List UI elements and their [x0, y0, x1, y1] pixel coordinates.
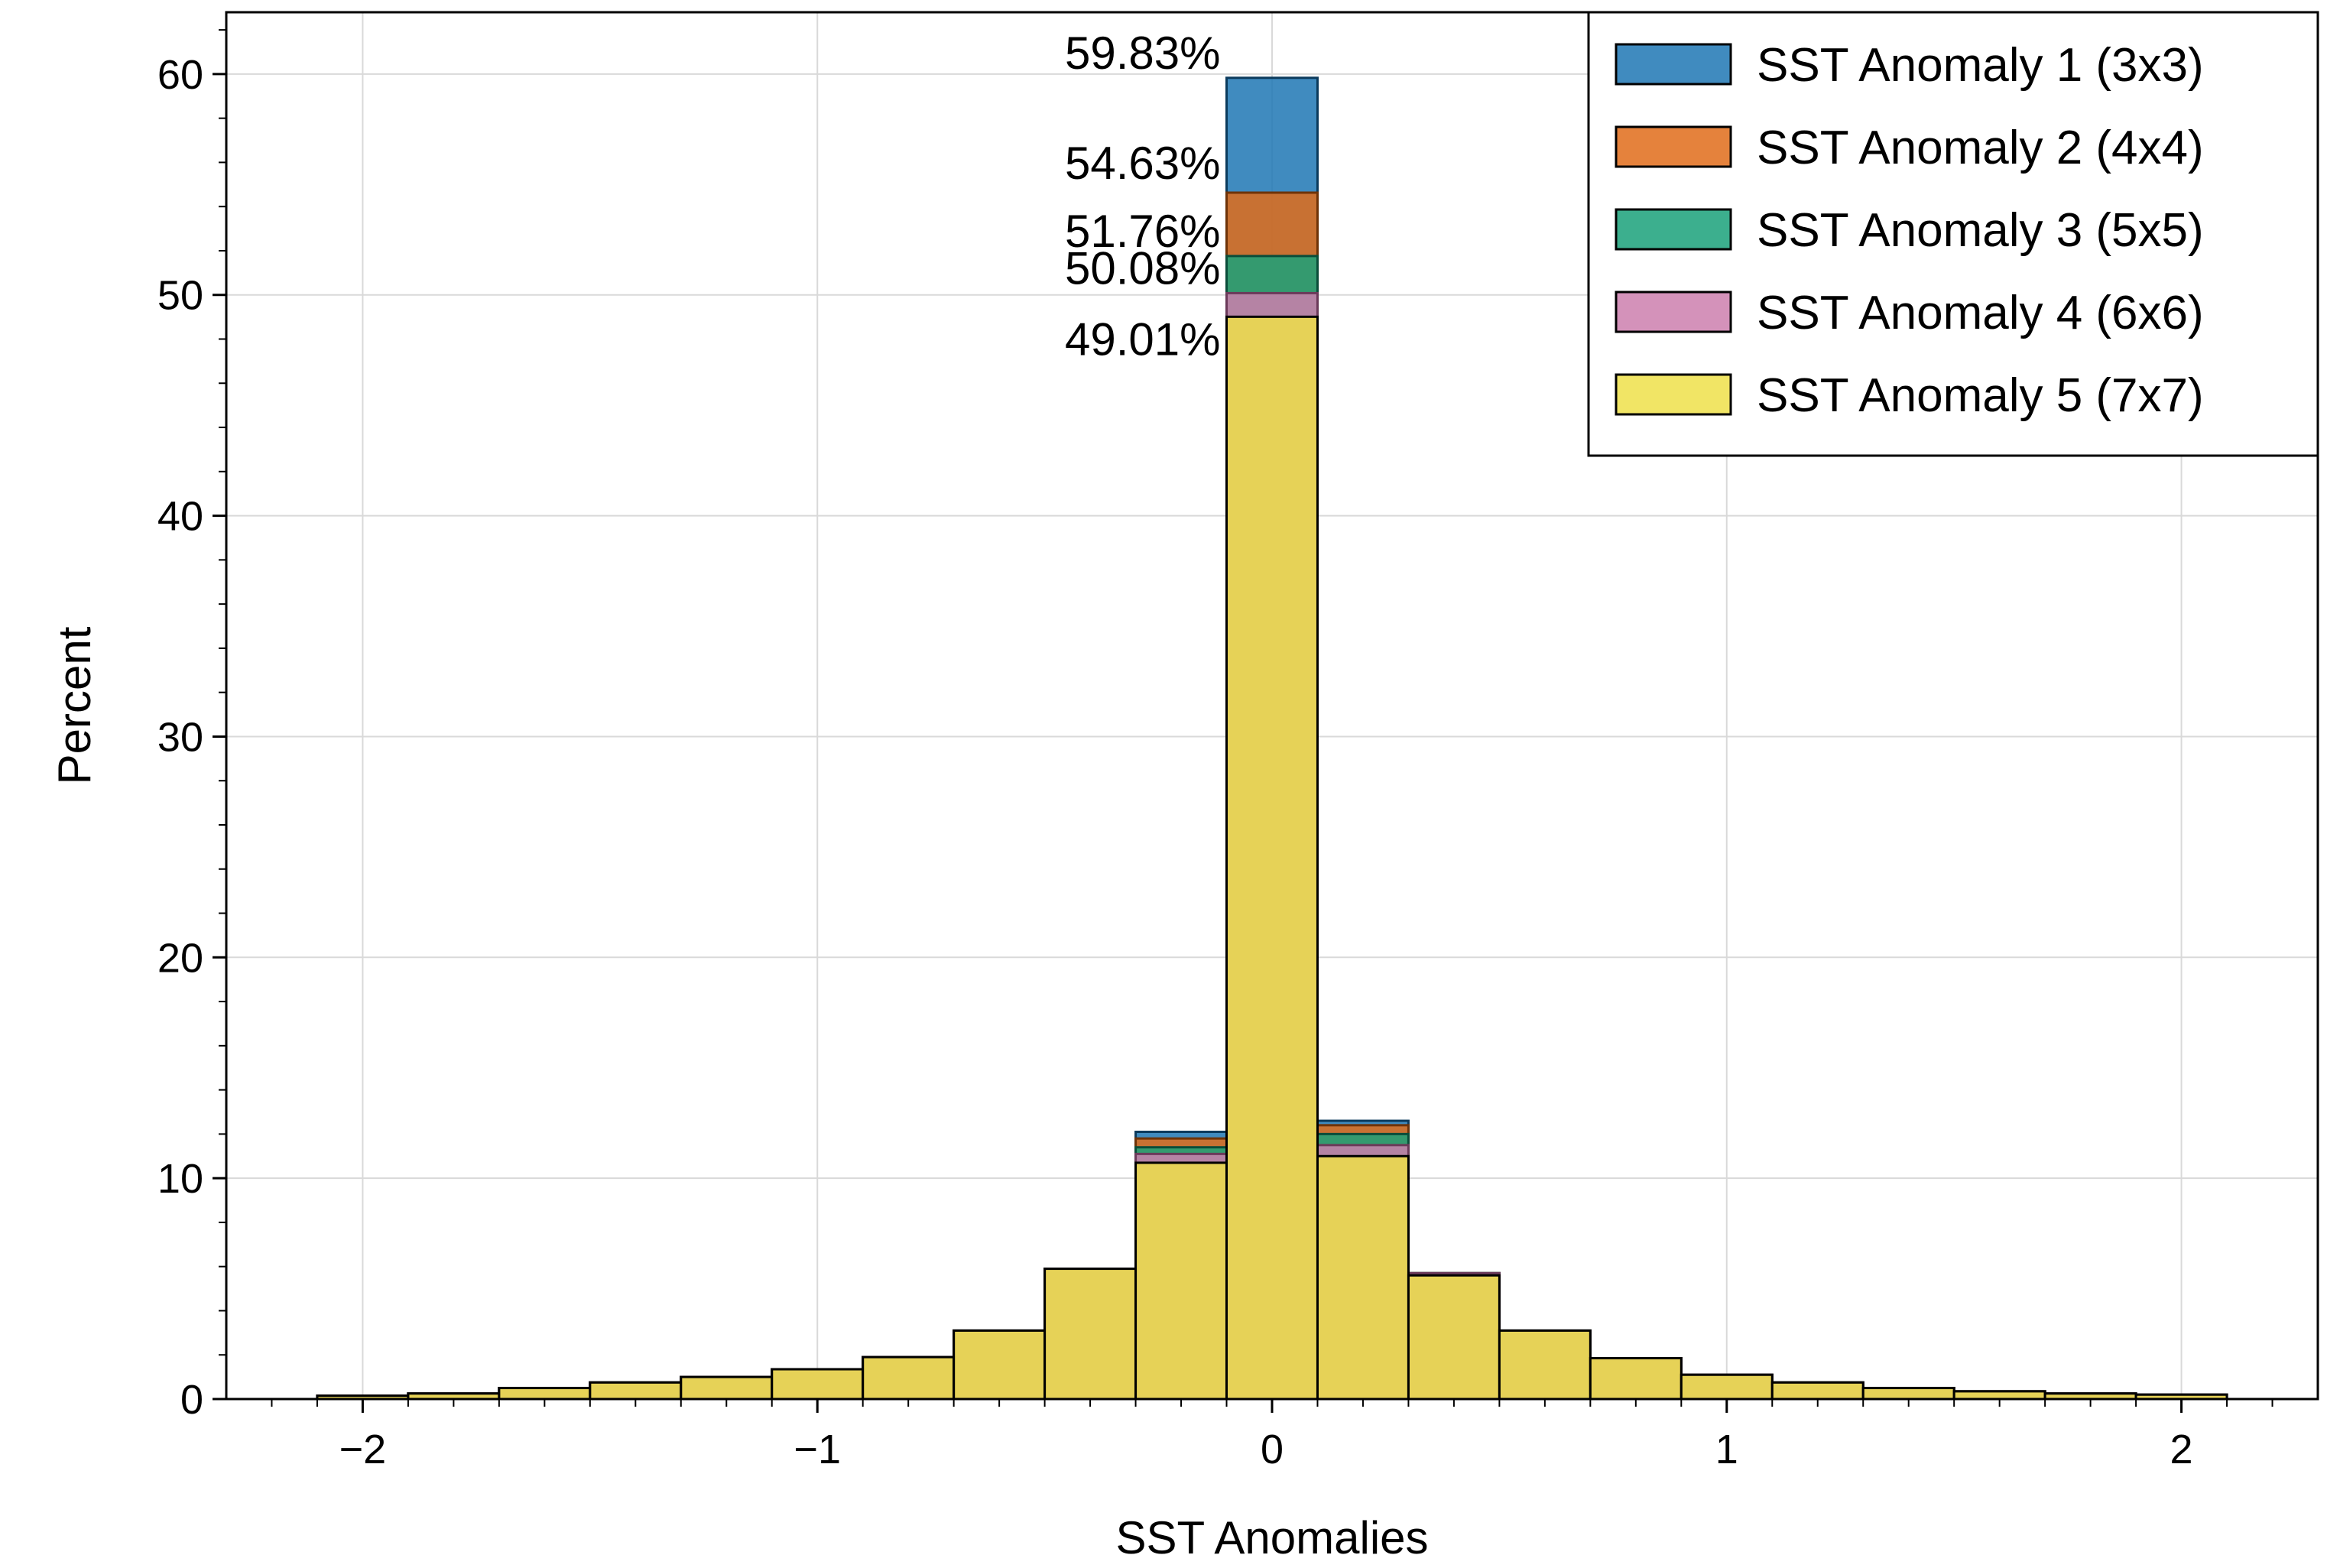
legend-label: SST Anomaly 5 (7x7) [1757, 369, 2204, 422]
peak-annotation: 59.83% [1065, 28, 1221, 79]
bar-series-5 [589, 1381, 683, 1401]
bar-series-5 [1589, 1357, 1683, 1401]
y-tick-label: 20 [157, 935, 203, 981]
x-tick-label: −2 [339, 1427, 387, 1472]
bar-series-5 [771, 1368, 865, 1401]
legend-label: SST Anomaly 3 (5x5) [1757, 204, 2204, 257]
peak-annotation: 54.63% [1065, 138, 1221, 189]
y-tick-label: 60 [157, 52, 203, 98]
y-tick-label: 30 [157, 714, 203, 760]
x-tick-label: −1 [794, 1427, 841, 1472]
bar-series-5 [1225, 315, 1319, 1401]
bar-series-5 [1316, 1154, 1410, 1401]
legend-label: SST Anomaly 2 (4x4) [1757, 122, 2204, 174]
legend-label: SST Anomaly 4 (6x6) [1757, 287, 2204, 339]
x-tick-label: 1 [1715, 1427, 1738, 1472]
bar-series-5 [1680, 1373, 1774, 1401]
x-tick-label: 0 [1261, 1427, 1284, 1472]
legend-swatch [1615, 291, 1732, 333]
legend-swatch [1615, 43, 1732, 86]
peak-annotation: 51.76% [1065, 206, 1221, 257]
x-axis-title: SST Anomalies [1115, 1512, 1428, 1563]
legend-swatch [1615, 208, 1732, 251]
legend-label: SST Anomaly 1 (3x3) [1757, 39, 2204, 92]
peak-annotation: 49.01% [1065, 313, 1221, 365]
x-tick-label: 2 [2170, 1427, 2193, 1472]
bar-series-5 [1407, 1274, 1501, 1401]
bar-series-5 [680, 1375, 774, 1401]
legend: SST Anomaly 1 (3x3) SST Anomaly 2 (4x4) SS… [1587, 11, 2319, 457]
y-tick-label: 50 [157, 273, 203, 319]
y-tick-label: 40 [157, 494, 203, 540]
bar-series-5 [862, 1355, 956, 1401]
bar-series-5 [1952, 1390, 2046, 1401]
y-tick-label: 0 [180, 1377, 203, 1423]
peak-annotation: 50.08% [1065, 242, 1221, 294]
bar-series-5 [1043, 1268, 1138, 1401]
bar-series-5 [1861, 1387, 1955, 1401]
y-tick-label: 10 [157, 1156, 203, 1202]
peak-annotations: 59.83% 54.63% 51.76%50.08% 49.01% [1065, 28, 1221, 365]
bar-series-5 [1134, 1161, 1228, 1401]
bar-series-5 [498, 1387, 592, 1401]
bar-series-5 [953, 1329, 1047, 1401]
histogram-bars [316, 76, 2228, 1401]
bar-series-5 [1498, 1329, 1592, 1401]
legend-swatch [1615, 373, 1732, 416]
legend-swatch [1615, 125, 1732, 168]
y-axis-title: Percent [49, 626, 100, 784]
bar-series-5 [1770, 1381, 1865, 1401]
